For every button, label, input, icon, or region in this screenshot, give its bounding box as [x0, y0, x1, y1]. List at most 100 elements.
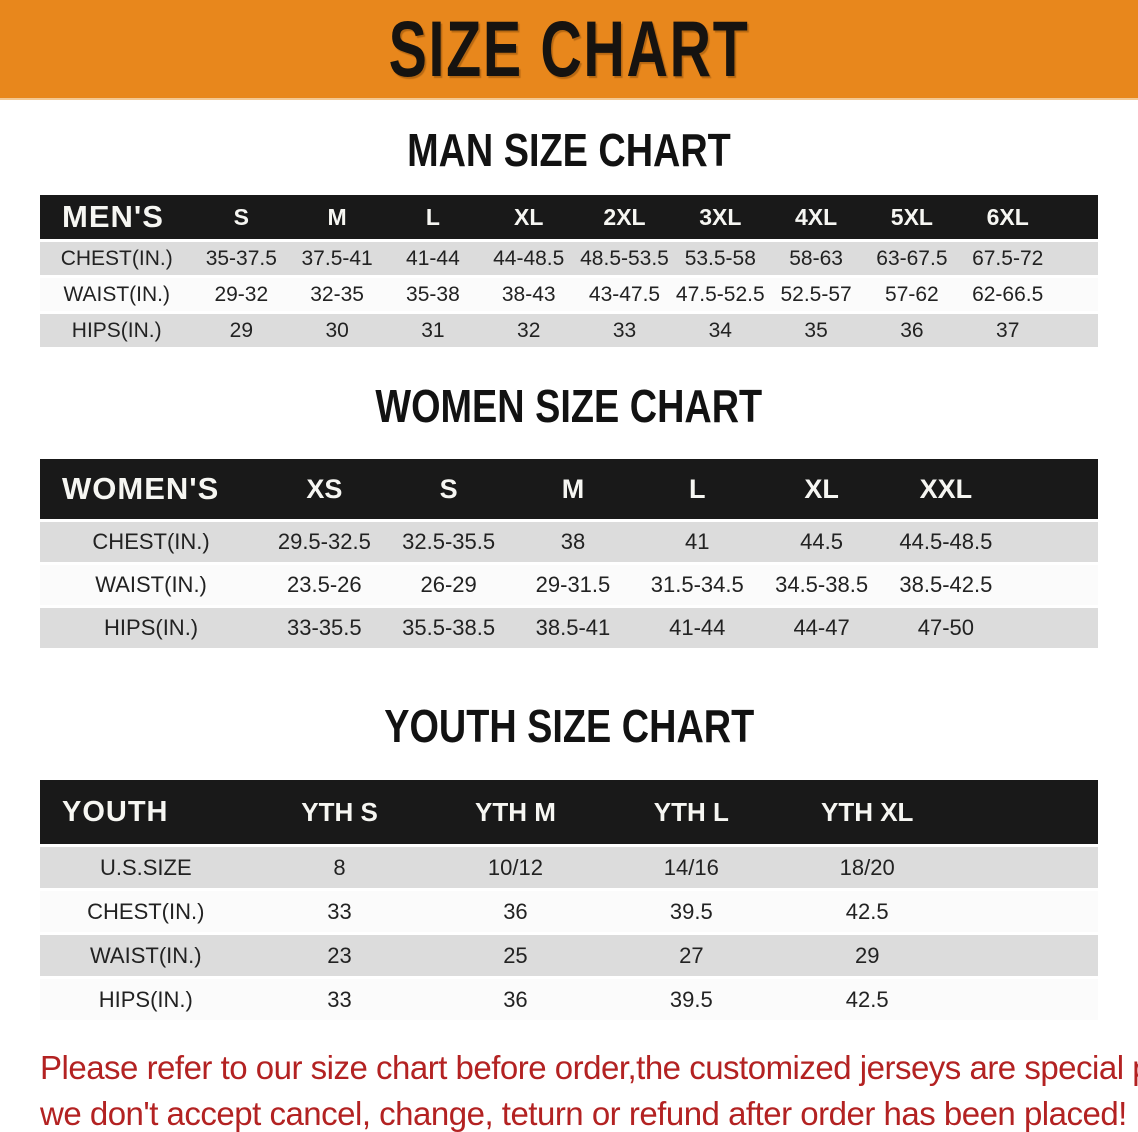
row-label: HIPS(IN.) — [40, 608, 263, 648]
size-value-cell: 10/12 — [427, 847, 604, 888]
table-row: WAIST(IN.) 29-32 32-35 35-38 38-43 43-47.5 47.… — [40, 278, 1098, 311]
size-value-cell: 29-32 — [193, 278, 290, 311]
size-value-cell: 18/20 — [779, 847, 956, 888]
size-value-cell: 35.5-38.5 — [386, 608, 511, 648]
size-value-cell: 27 — [603, 935, 780, 976]
column-header: XL — [759, 459, 884, 519]
filler-cell — [1055, 278, 1098, 311]
size-value-cell: 33 — [251, 979, 428, 1020]
size-value-cell: 42.5 — [779, 979, 956, 1020]
size-value-cell: 37 — [959, 314, 1056, 347]
header-row: WOMEN'S XS S M L XL XXL — [40, 459, 1098, 519]
row-label: WAIST(IN.) — [40, 278, 194, 311]
column-header: YTH L — [603, 780, 780, 844]
column-header: YTH S — [251, 780, 428, 844]
column-header: 2XL — [576, 195, 673, 239]
row-label: CHEST(IN.) — [40, 242, 194, 275]
size-value-cell: 36 — [864, 314, 960, 347]
column-header: XL — [480, 195, 577, 239]
size-value-cell: 29 — [193, 314, 290, 347]
filler-cell — [955, 891, 1098, 932]
column-header: 4XL — [768, 195, 864, 239]
filler-cell — [1055, 242, 1098, 275]
size-value-cell: 41 — [635, 522, 760, 562]
size-value-cell: 25 — [427, 935, 604, 976]
size-value-cell: 57-62 — [864, 278, 960, 311]
size-value-cell: 41-44 — [385, 242, 481, 275]
column-header: 6XL — [959, 195, 1056, 239]
size-value-cell: 26-29 — [386, 565, 511, 605]
size-value-cell: 34 — [672, 314, 769, 347]
size-value-cell: 41-44 — [635, 608, 760, 648]
size-value-cell: 38.5-41 — [510, 608, 636, 648]
size-value-cell: 63-67.5 — [864, 242, 960, 275]
size-value-cell: 35-37.5 — [193, 242, 290, 275]
size-value-cell: 33 — [576, 314, 673, 347]
column-header: L — [635, 459, 760, 519]
size-value-cell: 67.5-72 — [959, 242, 1056, 275]
row-label: HIPS(IN.) — [40, 979, 252, 1020]
size-chart-banner: SIZE CHART — [0, 0, 1138, 100]
table-row: CHEST(IN.) 35-37.5 37.5-41 41-44 44-48.5 48.5… — [40, 242, 1098, 275]
header-row: MEN'S S M L XL 2XL 3XL 4XL 5XL 6XL — [40, 195, 1098, 239]
men-header-label: MEN'S — [40, 195, 194, 239]
size-value-cell: 47-50 — [883, 608, 1009, 648]
size-value-cell: 37.5-41 — [289, 242, 386, 275]
size-value-cell: 36 — [427, 979, 604, 1020]
filler-cell — [955, 935, 1098, 976]
column-header: S — [193, 195, 290, 239]
men-section-title: MAN SIZE CHART — [407, 125, 731, 177]
header-row: YOUTH YTH S YTH M YTH L YTH XL — [40, 780, 1098, 844]
size-value-cell: 58-63 — [768, 242, 864, 275]
banner-title: SIZE CHART — [388, 5, 750, 93]
size-value-cell: 32 — [480, 314, 577, 347]
size-value-cell: 35 — [768, 314, 864, 347]
size-value-cell: 39.5 — [603, 891, 780, 932]
row-label: CHEST(IN.) — [40, 522, 263, 562]
size-value-cell: 39.5 — [603, 979, 780, 1020]
size-value-cell: 44.5-48.5 — [883, 522, 1009, 562]
size-value-cell: 23.5-26 — [262, 565, 387, 605]
row-label: CHEST(IN.) — [40, 891, 252, 932]
column-header: YTH M — [427, 780, 604, 844]
size-value-cell: 47.5-52.5 — [672, 278, 769, 311]
column-header: XXL — [883, 459, 1009, 519]
size-value-cell: 38-43 — [480, 278, 577, 311]
size-value-cell: 29 — [779, 935, 956, 976]
table-row: HIPS(IN.) 33-35.5 35.5-38.5 38.5-41 41-44 44-… — [40, 608, 1098, 648]
size-value-cell: 36 — [427, 891, 604, 932]
column-header: YTH XL — [779, 780, 956, 844]
size-value-cell: 31.5-34.5 — [635, 565, 760, 605]
size-value-cell: 30 — [289, 314, 386, 347]
table-row: HIPS(IN.) 29 30 31 32 33 34 35 36 37 — [40, 314, 1098, 347]
women-header-label: WOMEN'S — [40, 459, 263, 519]
size-value-cell: 34.5-38.5 — [759, 565, 884, 605]
size-value-cell: 14/16 — [603, 847, 780, 888]
youth-size-table: YOUTH YTH S YTH M YTH L YTH XL U.S.SIZE 8 10/12… — [40, 777, 1098, 1023]
women-section-title: WOMEN SIZE CHART — [375, 381, 763, 433]
column-header: XS — [262, 459, 387, 519]
size-value-cell: 48.5-53.5 — [576, 242, 673, 275]
column-header: 5XL — [864, 195, 960, 239]
youth-size-section: YOUTH SIZE CHART YOUTH YTH S YTH M YTH L YTH… — [0, 701, 1138, 1023]
men-size-section: MAN SIZE CHART MEN'S S M L XL 2XL 3XL 4XL 5XL 6XL… — [0, 125, 1138, 350]
disclaimer-text: Please refer to our size chart before or… — [0, 1045, 1138, 1132]
size-chart-body: MAN SIZE CHART MEN'S S M L XL 2XL 3XL 4XL 5XL 6XL… — [0, 125, 1138, 1132]
women-size-section: WOMEN SIZE CHART WOMEN'S XS S M L XL XXL CHEST(… — [0, 381, 1138, 651]
row-label: HIPS(IN.) — [40, 314, 194, 347]
column-header: L — [385, 195, 481, 239]
table-row: HIPS(IN.) 33 36 39.5 42.5 — [40, 979, 1098, 1020]
size-value-cell: 23 — [251, 935, 428, 976]
column-header: S — [386, 459, 511, 519]
size-value-cell: 44-48.5 — [480, 242, 577, 275]
filler-cell — [1008, 608, 1098, 648]
table-row: WAIST(IN.) 23 25 27 29 — [40, 935, 1098, 976]
size-value-cell: 35-38 — [385, 278, 481, 311]
size-value-cell: 8 — [251, 847, 428, 888]
filler-cell — [1008, 522, 1098, 562]
size-value-cell: 43-47.5 — [576, 278, 673, 311]
disclaimer-line-2: we don't accept cancel, change, teturn o… — [40, 1095, 1127, 1132]
row-label: WAIST(IN.) — [40, 935, 252, 976]
size-value-cell: 32-35 — [289, 278, 386, 311]
size-value-cell: 44-47 — [759, 608, 884, 648]
